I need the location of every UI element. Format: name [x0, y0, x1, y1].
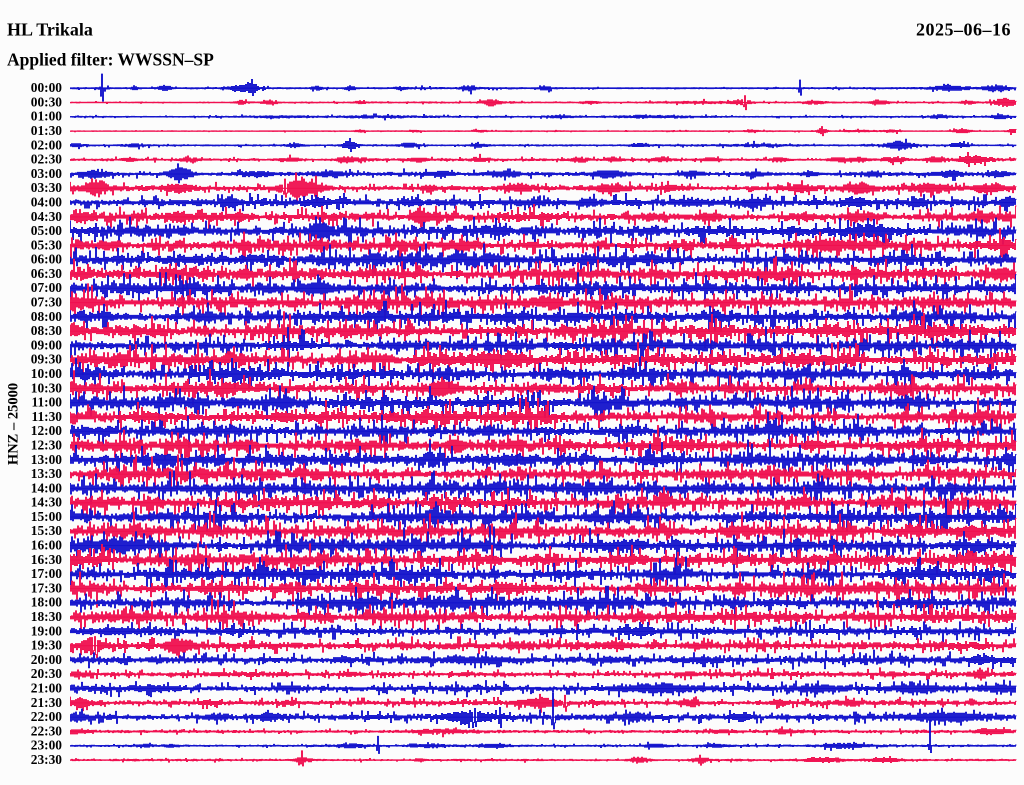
svg-text:11:00: 11:00 — [31, 395, 62, 410]
svg-text:HNZ – 25000: HNZ – 25000 — [6, 383, 22, 465]
svg-text:19:30: 19:30 — [31, 638, 63, 653]
svg-text:02:00: 02:00 — [31, 137, 63, 152]
svg-text:12:30: 12:30 — [31, 438, 63, 453]
svg-text:03:00: 03:00 — [31, 166, 63, 181]
svg-text:09:30: 09:30 — [31, 352, 63, 367]
svg-text:17:00: 17:00 — [31, 566, 63, 581]
svg-text:00:30: 00:30 — [31, 94, 63, 109]
svg-text:06:30: 06:30 — [31, 266, 63, 281]
svg-text:16:30: 16:30 — [31, 552, 63, 567]
svg-text:2025–06–16: 2025–06–16 — [916, 20, 1011, 40]
svg-text:14:30: 14:30 — [31, 495, 63, 510]
svg-text:10:00: 10:00 — [31, 366, 63, 381]
svg-text:10:30: 10:30 — [31, 380, 63, 395]
svg-text:02:30: 02:30 — [31, 152, 63, 167]
svg-text:13:00: 13:00 — [31, 452, 63, 467]
svg-text:16:00: 16:00 — [31, 538, 63, 553]
svg-text:08:30: 08:30 — [31, 323, 63, 338]
svg-text:01:30: 01:30 — [31, 123, 63, 138]
svg-text:15:30: 15:30 — [31, 523, 63, 538]
svg-text:21:00: 21:00 — [31, 681, 63, 696]
svg-text:05:00: 05:00 — [31, 223, 63, 238]
svg-text:04:30: 04:30 — [31, 209, 63, 224]
svg-text:07:00: 07:00 — [31, 280, 63, 295]
svg-text:20:00: 20:00 — [31, 652, 63, 667]
svg-text:HL Trikala: HL Trikala — [7, 20, 93, 40]
svg-text:12:00: 12:00 — [31, 423, 63, 438]
svg-text:17:30: 17:30 — [31, 580, 63, 595]
svg-text:18:00: 18:00 — [31, 595, 63, 610]
svg-text:Applied filter: WWSSN–SP: Applied filter: WWSSN–SP — [7, 50, 214, 70]
svg-text:23:00: 23:00 — [31, 738, 63, 753]
svg-text:11:30: 11:30 — [31, 409, 62, 424]
svg-text:22:00: 22:00 — [31, 709, 63, 724]
svg-text:18:30: 18:30 — [31, 609, 63, 624]
svg-text:21:30: 21:30 — [31, 695, 63, 710]
svg-text:23:30: 23:30 — [31, 752, 63, 767]
svg-text:00:00: 00:00 — [31, 80, 63, 95]
svg-text:06:00: 06:00 — [31, 252, 63, 267]
svg-text:01:00: 01:00 — [31, 109, 63, 124]
svg-text:07:30: 07:30 — [31, 295, 63, 310]
svg-text:09:00: 09:00 — [31, 337, 63, 352]
svg-text:15:00: 15:00 — [31, 509, 63, 524]
svg-text:22:30: 22:30 — [31, 723, 63, 738]
svg-text:19:00: 19:00 — [31, 623, 63, 638]
svg-text:14:00: 14:00 — [31, 480, 63, 495]
svg-text:05:30: 05:30 — [31, 237, 63, 252]
svg-text:20:30: 20:30 — [31, 666, 63, 681]
svg-text:13:30: 13:30 — [31, 466, 63, 481]
svg-text:03:30: 03:30 — [31, 180, 63, 195]
svg-text:08:00: 08:00 — [31, 309, 63, 324]
svg-text:04:00: 04:00 — [31, 195, 63, 210]
